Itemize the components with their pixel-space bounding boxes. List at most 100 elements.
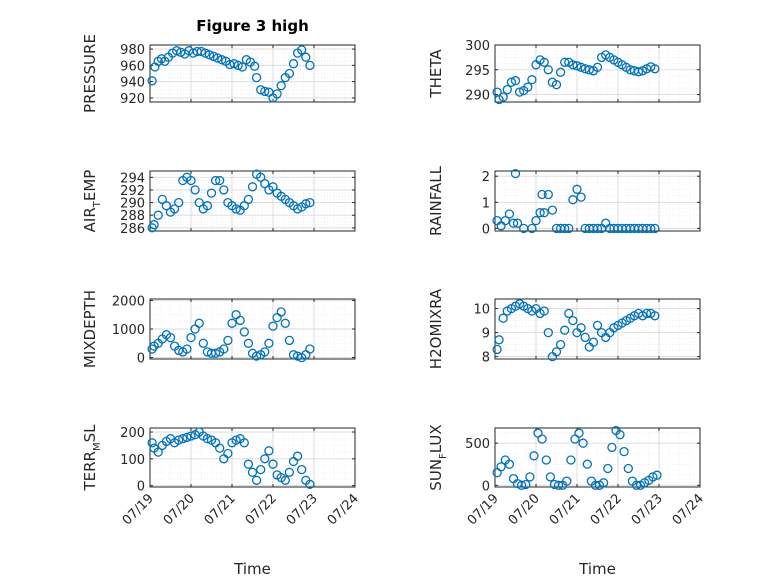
data-point	[206, 188, 217, 198]
chart-title: Figure 3 high	[196, 17, 309, 35]
data-point	[590, 480, 601, 490]
data-point	[572, 61, 582, 71]
data-point	[510, 168, 521, 179]
data-point	[153, 210, 163, 220]
data-point	[619, 446, 629, 457]
data-point	[523, 82, 533, 92]
y-tick-label: 1000	[112, 323, 145, 338]
subplot-5: 0 1000 2000 MIXDEPTH	[81, 290, 356, 368]
data-point	[539, 306, 549, 316]
data-point	[603, 463, 613, 474]
data-point	[537, 434, 547, 444]
data-point	[500, 215, 510, 226]
data-point	[233, 60, 243, 71]
data-point	[264, 446, 274, 456]
data-point	[297, 45, 307, 55]
data-point	[264, 338, 274, 348]
data-point	[268, 321, 278, 331]
data-point	[202, 201, 213, 211]
axes-box	[494, 427, 701, 488]
data-point	[210, 175, 221, 186]
x-axis-label: Time	[233, 560, 271, 578]
y-tick-label: 9	[482, 327, 490, 342]
data-point	[172, 46, 182, 56]
y-tick-label: 294	[120, 171, 145, 186]
axes-box	[494, 170, 701, 232]
x-tick-label: 07/24	[325, 491, 362, 528]
data-point	[223, 335, 233, 346]
data-point	[284, 467, 295, 477]
data-point	[646, 223, 656, 234]
data-point	[576, 323, 586, 333]
y-tick-label: 500	[465, 437, 490, 452]
data-point	[147, 76, 157, 86]
data-point	[547, 205, 558, 215]
data-point	[182, 344, 192, 354]
data-point	[537, 189, 547, 200]
y-axis-label: SUNFLUX	[427, 424, 449, 490]
data-point	[194, 318, 204, 328]
data-point	[243, 338, 254, 348]
data-point	[568, 195, 578, 205]
data-point	[555, 67, 566, 77]
y-tick-label: 100	[120, 453, 145, 468]
y-tick-label: 290	[120, 197, 145, 212]
data-point	[531, 215, 541, 226]
data-point	[543, 65, 553, 75]
data-point	[623, 463, 633, 474]
data-point	[494, 335, 504, 345]
data-point	[210, 348, 221, 358]
data-point	[650, 64, 660, 74]
data-point	[506, 77, 517, 87]
y-tick-label: 8	[482, 351, 490, 366]
data-point	[305, 197, 315, 208]
axes-box	[149, 427, 356, 488]
data-point	[217, 55, 227, 65]
data-point	[186, 431, 196, 441]
data-point	[572, 184, 582, 194]
data-point	[504, 209, 515, 219]
data-point	[237, 62, 247, 72]
y-tick-label: 0	[482, 479, 490, 494]
data-point	[198, 338, 208, 348]
data-point	[539, 57, 549, 67]
data-point	[512, 218, 523, 228]
data-point	[149, 220, 159, 230]
x-tick-label: 07/20	[506, 491, 543, 528]
data-point	[235, 315, 245, 326]
data-point	[284, 68, 295, 79]
y-tick-label: 2000	[112, 294, 145, 309]
data-point	[576, 62, 586, 72]
data-point	[153, 447, 163, 457]
subplot-4: 0 1 2 RAINFALL	[427, 165, 701, 237]
data-point	[535, 208, 545, 218]
data-point	[539, 208, 549, 218]
data-point	[496, 462, 506, 472]
data-point	[174, 197, 184, 208]
y-tick-label: 10	[473, 303, 490, 318]
data-point	[560, 57, 570, 67]
data-point	[551, 80, 562, 90]
data-point	[301, 199, 311, 209]
data-point	[280, 318, 290, 328]
grid	[150, 299, 355, 359]
x-tick-label: 07/21	[547, 491, 584, 528]
data-point	[592, 223, 603, 234]
data-point	[194, 197, 204, 208]
y-axis-label: H2OMIXRA	[427, 288, 445, 369]
data-point	[652, 470, 662, 480]
y-tick-label: 960	[120, 59, 145, 74]
data-point	[243, 459, 254, 469]
data-point	[147, 344, 157, 354]
data-point	[502, 84, 512, 95]
axes-box	[494, 44, 701, 103]
data-point	[527, 223, 537, 234]
data-point	[178, 434, 188, 444]
data-point	[239, 201, 249, 211]
data-point	[633, 67, 644, 77]
data-point	[215, 443, 225, 453]
y-axis-label: AIRTEMP	[81, 170, 103, 233]
y-tick-label: 940	[120, 76, 145, 91]
